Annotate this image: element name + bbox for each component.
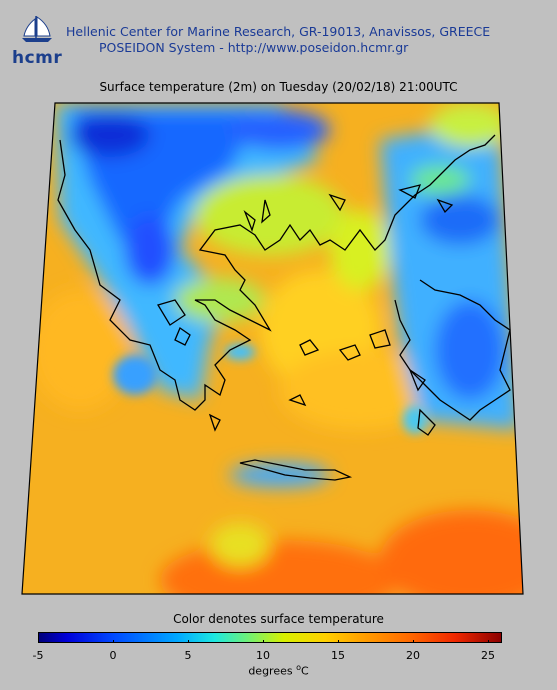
tick-mark [338,640,339,643]
colorbar [38,632,502,643]
tick-label: 0 [109,649,117,662]
tick-mark [413,640,414,643]
ship-icon [22,16,52,42]
tick-label: 20 [406,649,420,662]
unit-prefix: degrees [248,664,297,678]
system-line: POSEIDON System - http://www.poseidon.hc… [99,40,409,55]
logo-text: hcmr [12,48,63,68]
tick-label: -5 [32,649,44,662]
tick-mark [188,640,189,643]
map-frame [21,102,524,595]
org-line: Hellenic Center for Marine Research, GR-… [66,24,491,39]
tick-mark [263,640,264,643]
temperature-field [22,103,523,594]
degree-symbol: o [296,663,301,672]
hcmr-logo: hcmr [8,14,64,68]
header: hcmr Hellenic Center for Marine Research… [0,0,557,70]
tick-label: 5 [184,649,192,662]
temperature-map [0,100,557,600]
unit-label: degrees oC [0,663,557,678]
tick-mark [488,640,489,643]
coastlines [57,134,511,481]
tick-label: 25 [481,649,495,662]
map-title: Surface temperature (2m) on Tuesday (20/… [99,80,458,94]
legend-title: Color denotes surface temperature [173,612,384,626]
tick-mark [38,640,39,643]
tick-label: 10 [256,649,270,662]
tick-mark [113,640,114,643]
tick-label: 15 [331,649,345,662]
unit-suffix: C [301,664,309,678]
